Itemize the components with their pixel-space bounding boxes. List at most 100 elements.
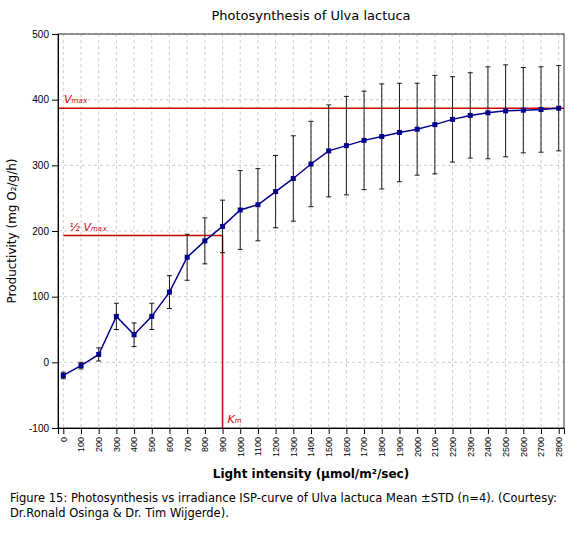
x-tick-label: 1700 — [359, 437, 369, 457]
x-tick: 900 — [218, 428, 228, 452]
x-tick: 700 — [183, 428, 193, 452]
x-tick-label: 400 — [129, 437, 139, 452]
marker — [291, 176, 296, 181]
y-tick: 0 — [43, 357, 58, 368]
x-tick: 1400 — [306, 428, 316, 457]
error-bar — [432, 75, 437, 174]
y-tick: 500 — [32, 29, 58, 40]
marker — [114, 314, 119, 319]
error-bar — [255, 169, 260, 241]
y-tick-label: 0 — [43, 357, 49, 368]
x-tick: 100 — [76, 428, 86, 452]
error-bar — [202, 218, 207, 264]
caption: Figure 15: Photosynthesis vs irradiance … — [10, 491, 557, 520]
marker — [238, 207, 243, 212]
x-tick: 2500 — [501, 428, 511, 457]
x-tick: 800 — [200, 428, 210, 452]
x-tick-label: 2800 — [554, 437, 564, 457]
x-tick-label: 1100 — [253, 437, 263, 456]
error-bar — [485, 67, 490, 159]
x-axis-line — [59, 429, 565, 435]
y-tick-label: 400 — [32, 94, 49, 105]
y-tick-label: -100 — [29, 423, 49, 434]
error-bar — [521, 67, 526, 152]
x-tick-mark — [523, 428, 524, 434]
error-bar — [450, 77, 455, 162]
error-bar — [556, 66, 561, 151]
marker — [485, 110, 490, 115]
error-bar — [326, 105, 331, 197]
half-vmax-label: ½ Vₘₐₓ — [69, 221, 107, 234]
x-tick-mark — [81, 428, 82, 434]
marker — [397, 130, 402, 135]
x-tick-label: 1000 — [236, 437, 246, 457]
y-tick-label: 500 — [32, 29, 49, 40]
marker — [521, 108, 526, 113]
x-tick: 1000 — [236, 428, 246, 457]
y-tick: -100 — [29, 423, 58, 434]
error-bar — [468, 73, 473, 158]
error-bar — [238, 171, 243, 250]
y-tick-mark — [52, 34, 58, 35]
x-tick-mark — [364, 428, 365, 434]
x-tick: 200 — [94, 428, 104, 452]
error-bar — [61, 372, 66, 379]
vmax-label: Vₘₐₓ — [64, 93, 88, 106]
x-tick: 400 — [129, 428, 139, 452]
x-tick: 1700 — [359, 428, 369, 457]
x-tick: 1300 — [289, 428, 299, 457]
y-tick-label: 200 — [32, 226, 49, 237]
marker — [556, 106, 561, 111]
x-tick: 1600 — [342, 428, 352, 457]
error-bar — [539, 67, 544, 152]
x-tick: 1800 — [377, 428, 387, 457]
error-bar — [132, 323, 137, 347]
x-tick-label: 2100 — [430, 437, 440, 457]
x-tick: 2400 — [483, 428, 493, 457]
x-tick-mark — [559, 428, 560, 434]
plot: 0100200300400500600700800900100011001200… — [29, 29, 565, 457]
marker — [220, 224, 225, 229]
marker — [185, 255, 190, 260]
error-bar — [149, 303, 154, 329]
x-tick-mark — [435, 428, 436, 434]
error-bar — [503, 65, 508, 157]
x-tick-mark — [541, 428, 542, 434]
km-label: Kₘ — [228, 413, 242, 426]
x-tick-label: 1500 — [324, 437, 334, 457]
x-tick-mark — [311, 428, 312, 434]
error-bar — [362, 91, 367, 190]
x-tick-mark — [399, 428, 400, 434]
x-tick: 2700 — [536, 428, 546, 457]
marker — [344, 143, 349, 148]
marker — [96, 352, 101, 357]
x-tick-mark — [417, 428, 418, 434]
x-tick-label: 2700 — [536, 437, 546, 457]
x-tick-mark — [63, 428, 64, 434]
marker — [326, 148, 331, 153]
x-tick: 2100 — [430, 428, 440, 457]
x-tick-label: 500 — [147, 437, 157, 452]
x-tick-mark — [488, 428, 489, 434]
error-bar — [415, 83, 420, 175]
grid-line-y — [58, 231, 564, 232]
x-axis-label: Light intensity (μmol/m²/sec) — [213, 467, 409, 481]
x-tick: 2200 — [448, 428, 458, 457]
x-tick-mark — [187, 428, 188, 434]
marker — [415, 127, 420, 132]
x-tick-mark — [258, 428, 259, 434]
grid — [58, 34, 564, 428]
marker — [362, 138, 367, 143]
x-tick-label: 600 — [165, 437, 175, 452]
error-bar — [397, 83, 402, 182]
x-tick-label: 900 — [218, 437, 228, 452]
x-tick-label: 0 — [59, 437, 69, 442]
y-tick-mark — [52, 362, 58, 363]
x-tick-mark — [134, 428, 135, 434]
x-tick-label: 2600 — [519, 437, 529, 457]
error-bar — [291, 136, 296, 221]
x-tick-label: 800 — [200, 437, 210, 452]
x-tick: 300 — [112, 428, 122, 452]
x-tick-mark — [223, 428, 224, 434]
x-tick: 1500 — [324, 428, 334, 457]
